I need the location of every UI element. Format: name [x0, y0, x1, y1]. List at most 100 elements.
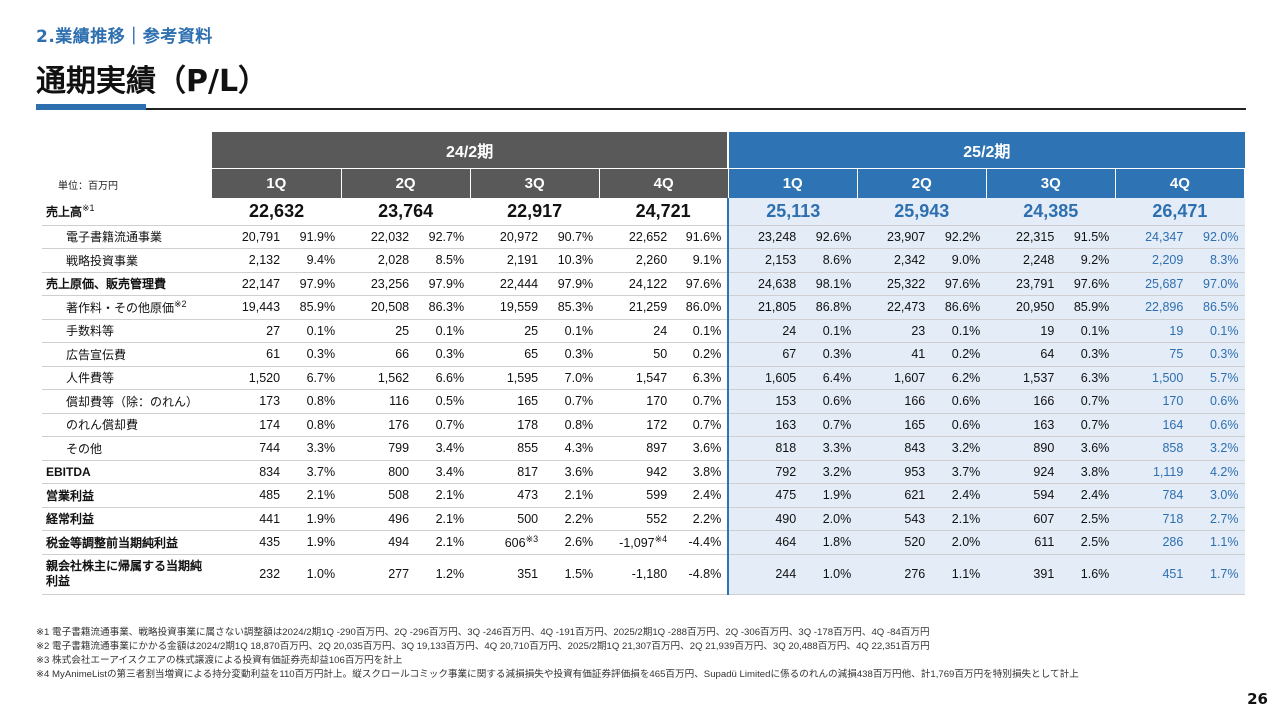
ratio-cell: -4.8% — [671, 554, 729, 595]
ratio-cell: 0.6% — [1187, 389, 1245, 414]
value-cell: 441 — [212, 507, 285, 531]
value-cell: 2,028 — [341, 248, 414, 273]
indent-spacer — [42, 436, 62, 461]
row-label: のれん償却費 — [62, 413, 213, 437]
ratio-cell: 2.1% — [284, 483, 342, 508]
ratio-cell: 0.3% — [1187, 342, 1245, 367]
table-row: EBITDA 834 3.7% 800 3.4% 817 3.6% 942 3.8% 792 3.2… — [42, 460, 1245, 484]
value-cell: 621 — [857, 483, 930, 508]
footnote: ※3 株式会社エーアイスクエアの株式譲渡による投資有価証券売却益106百万円を計… — [36, 655, 403, 666]
value-cell: 276 — [857, 554, 930, 595]
table-row: 著作料・その他原価※2 19,443 85.9% 20,508 86.3% 19,559 8… — [42, 295, 1245, 320]
title-divider — [36, 108, 1246, 110]
value-cell: 2,191 — [470, 248, 543, 273]
sales-value: 22,632 — [212, 198, 342, 226]
page-title: 通期実績（P/L） — [36, 64, 269, 99]
ratio-cell: 1.2% — [413, 554, 471, 595]
period-header-25: 25/2期 — [728, 132, 1245, 168]
ratio-cell: 0.1% — [1187, 319, 1245, 343]
ratio-cell: 0.7% — [542, 389, 600, 414]
ratio-cell: 86.3% — [413, 295, 471, 320]
ratio-cell: 2.1% — [929, 507, 987, 531]
ratio-cell: 6.3% — [671, 366, 729, 390]
table-row: 広告宣伝費 61 0.3% 66 0.3% 65 0.3% 50 0.2% 67 0.3% 41 0.2… — [42, 342, 1245, 367]
value-cell: 1,595 — [470, 366, 543, 390]
value-cell: 1,520 — [212, 366, 285, 390]
value-cell: 543 — [857, 507, 930, 531]
value-cell: 25,687 — [1115, 272, 1188, 296]
value-cell: 464 — [727, 530, 801, 555]
ratio-cell: 1.1% — [1187, 530, 1245, 555]
value-cell: 2,209 — [1115, 248, 1188, 273]
value-cell: 25 — [341, 319, 414, 343]
ratio-cell: 9.0% — [929, 248, 987, 273]
ratio-cell: 86.5% — [1187, 295, 1245, 320]
ratio-cell: 92.6% — [800, 225, 858, 249]
ratio-cell: 1.9% — [284, 507, 342, 531]
ratio-cell: 8.5% — [413, 248, 471, 273]
value-cell: 170 — [1115, 389, 1188, 414]
table-row: 親会社株主に帰属する当期純利益 232 1.0% 277 1.2% 351 1.5% -1,1… — [42, 554, 1245, 595]
value-cell: 22,473 — [857, 295, 930, 320]
ratio-cell: 0.3% — [800, 342, 858, 367]
row-label: 広告宣伝費 — [62, 342, 213, 367]
ratio-cell: 2.1% — [413, 530, 471, 555]
value-cell: 351 — [470, 554, 543, 595]
indent-spacer — [42, 319, 62, 343]
value-cell: 22,032 — [341, 225, 414, 249]
ratio-cell: 8.6% — [800, 248, 858, 273]
sales-value: 26,471 — [1115, 198, 1245, 226]
ratio-cell: 3.8% — [1058, 460, 1116, 484]
ratio-cell: 1.9% — [284, 530, 342, 555]
ratio-cell: 3.7% — [929, 460, 987, 484]
ratio-cell: 2.1% — [413, 507, 471, 531]
ratio-cell: 3.2% — [1187, 436, 1245, 461]
ratio-cell: 97.9% — [413, 272, 471, 296]
value-cell: 19,559 — [470, 295, 543, 320]
ratio-cell: 97.9% — [542, 272, 600, 296]
value-cell: 24,122 — [599, 272, 672, 296]
ratio-cell: 2.0% — [800, 507, 858, 531]
sales-value: 24,385 — [986, 198, 1116, 226]
value-cell: 520 — [857, 530, 930, 555]
value-cell: 172 — [599, 413, 672, 437]
table-row: 戦略投資事業 2,132 9.4% 2,028 8.5% 2,191 10.3% 2,260 9… — [42, 248, 1245, 273]
ratio-cell: 10.3% — [542, 248, 600, 273]
value-cell: 174 — [212, 413, 285, 437]
ratio-cell: 3.6% — [542, 460, 600, 484]
ratio-cell: 0.7% — [1058, 389, 1116, 414]
value-cell: 606※3 — [470, 530, 543, 555]
ratio-cell: 2.2% — [671, 507, 729, 531]
ratio-cell: 9.4% — [284, 248, 342, 273]
value-cell: 64 — [986, 342, 1059, 367]
table-row: 電子書籍流通事業 20,791 91.9% 22,032 92.7% 20,972 90.7… — [42, 225, 1245, 249]
value-cell: 19 — [986, 319, 1059, 343]
ratio-cell: -4.4% — [671, 530, 729, 555]
indent-spacer — [42, 248, 62, 273]
value-cell: 494 — [341, 530, 414, 555]
footnote: ※4 MyAnimeListの第三者割当増資による持分変動利益を110百万円計上… — [36, 669, 1079, 680]
table-row: 売上原価、販売管理費 22,147 97.9% 23,256 97.9% 22,444 97… — [42, 272, 1245, 296]
table-row: 営業利益 485 2.1% 508 2.1% 473 2.1% 599 2.4% 475 1.9% 6… — [42, 483, 1245, 508]
table-row-sales: 売上高※1 22,632 23,764 22,917 24,721 25,113… — [42, 198, 1245, 226]
value-cell: 784 — [1115, 483, 1188, 508]
ratio-cell: 5.7% — [1187, 366, 1245, 390]
ratio-cell: 0.1% — [671, 319, 729, 343]
indent-spacer — [42, 389, 62, 414]
indent-spacer — [42, 342, 62, 367]
ratio-cell: 0.2% — [671, 342, 729, 367]
value-cell: 1,547 — [599, 366, 672, 390]
ratio-cell: 8.3% — [1187, 248, 1245, 273]
ratio-cell: 6.2% — [929, 366, 987, 390]
footnotes: ※1 電子書籍流通事業、戦略投資事業に属さない調整額は2024/2期1Q -29… — [36, 626, 1079, 682]
value-cell: 475 — [727, 483, 801, 508]
value-cell: 23,248 — [727, 225, 801, 249]
table-row: 税金等調整前当期純利益 435 1.9% 494 2.1% 606※3 2.6% -1,097… — [42, 530, 1245, 555]
value-cell: 67 — [727, 342, 801, 367]
value-cell: 61 — [212, 342, 285, 367]
ratio-cell: 0.1% — [1058, 319, 1116, 343]
value-cell: 20,508 — [341, 295, 414, 320]
ratio-cell: 0.2% — [929, 342, 987, 367]
value-cell: 163 — [727, 413, 801, 437]
value-cell: 23 — [857, 319, 930, 343]
